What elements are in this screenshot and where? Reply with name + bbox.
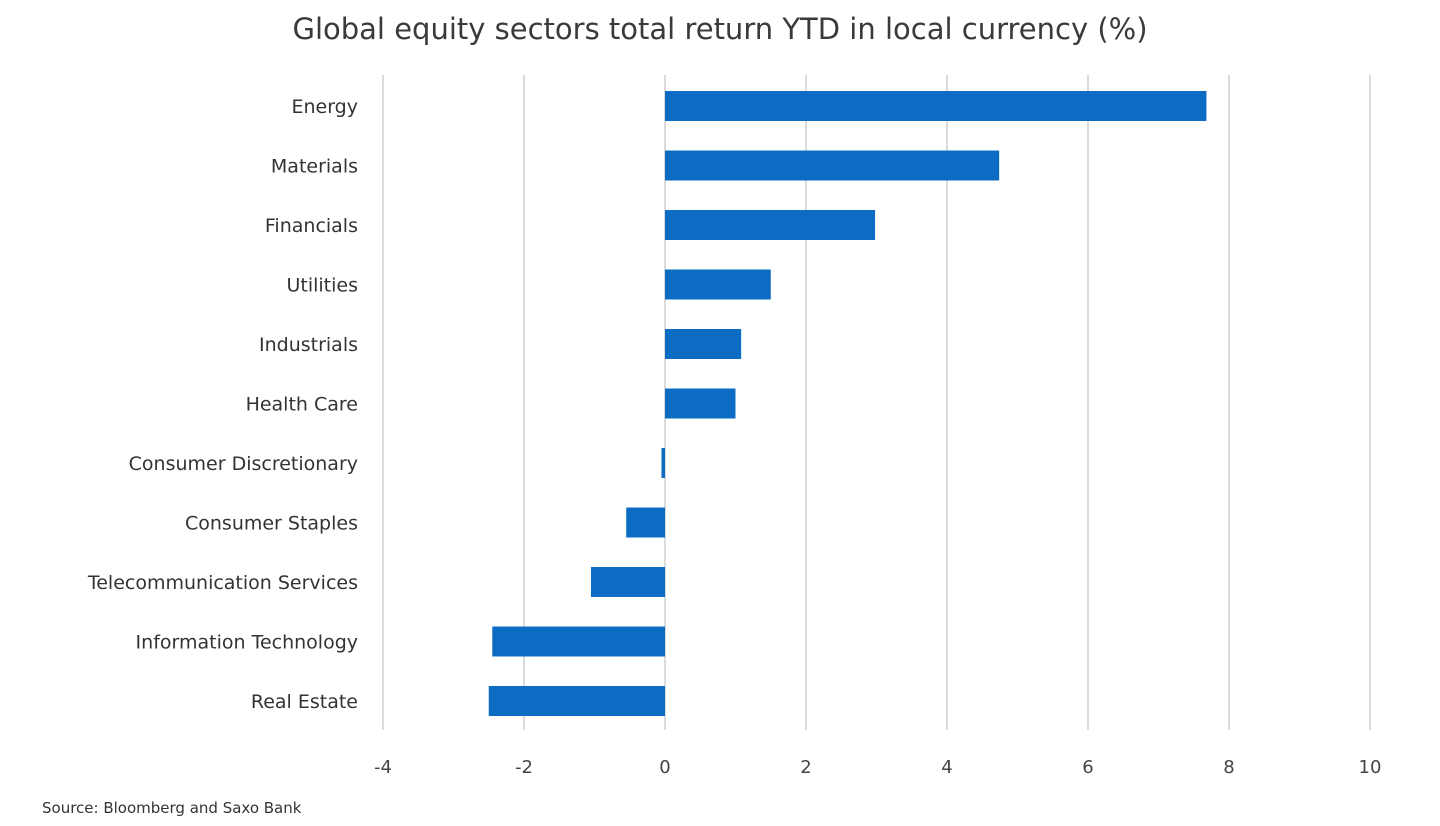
category-label: Consumer Staples xyxy=(185,513,358,535)
category-label: Telecommunication Services xyxy=(87,572,358,594)
chart-title: Global equity sectors total return YTD i… xyxy=(292,12,1148,46)
x-tick-label: 4 xyxy=(941,757,952,778)
category-label: Energy xyxy=(291,96,358,118)
source-note: Source: Bloomberg and Saxo Bank xyxy=(42,799,302,817)
bar-chart: Energy Materials Financials Utilities Indust… xyxy=(87,75,1381,778)
category-label: Industrials xyxy=(259,334,358,356)
x-axis-tick-labels: -4 -2 0 2 4 6 8 10 xyxy=(374,757,1381,778)
category-label: Health Care xyxy=(246,394,358,416)
bar-consumer-discretionary xyxy=(661,448,665,478)
bars xyxy=(488,91,1207,716)
category-label: Real Estate xyxy=(251,691,358,713)
bar-health-care xyxy=(665,388,736,419)
category-label: Utilities xyxy=(286,275,358,297)
category-labels: Energy Materials Financials Utilities Indust… xyxy=(87,96,358,713)
bar-real-estate xyxy=(488,686,665,716)
category-label: Consumer Discretionary xyxy=(129,453,358,475)
bar-consumer-staples xyxy=(626,507,665,538)
category-label: Materials xyxy=(271,156,358,178)
x-tick-label: 10 xyxy=(1359,757,1382,778)
x-tick-label: -4 xyxy=(374,757,392,778)
bar-financials xyxy=(665,210,876,240)
bar-materials xyxy=(665,150,1000,181)
bar-information-technology xyxy=(492,626,665,657)
bar-utilities xyxy=(665,269,771,300)
x-tick-label: 0 xyxy=(659,757,670,778)
x-tick-label: -2 xyxy=(515,757,533,778)
bar-industrials xyxy=(665,329,742,359)
x-tick-label: 6 xyxy=(1082,757,1093,778)
bar-telecommunication-services xyxy=(590,567,665,597)
bar-energy xyxy=(665,91,1207,121)
x-tick-label: 8 xyxy=(1223,757,1234,778)
category-label: Information Technology xyxy=(136,632,358,654)
x-tick-label: 2 xyxy=(800,757,811,778)
category-label: Financials xyxy=(265,215,358,237)
